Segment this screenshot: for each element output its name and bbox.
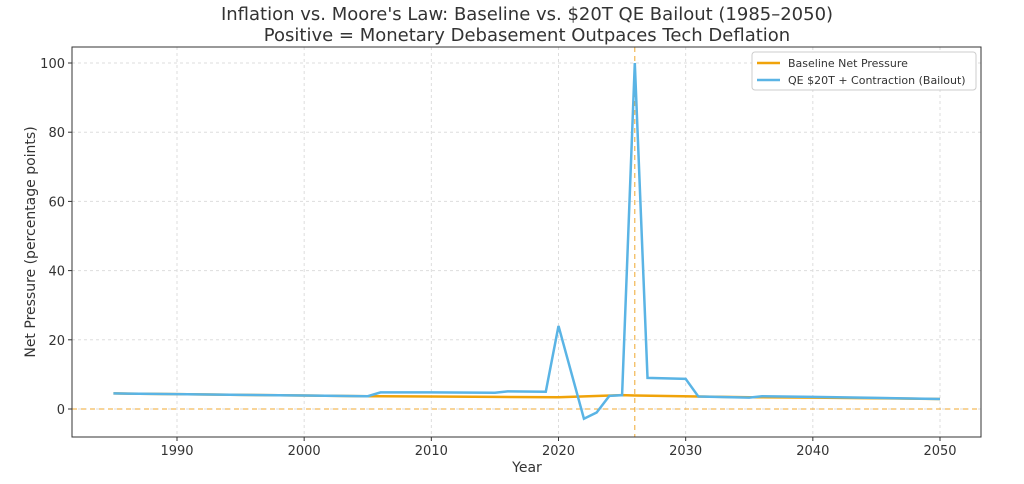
x-tick-label: 2030 (669, 444, 702, 459)
y-tick-label: 20 (48, 334, 65, 349)
chart-subtitle: Positive = Monetary Debasement Outpaces … (264, 25, 790, 46)
y-axis-label: Net Pressure (percentage points) (23, 126, 39, 357)
x-tick-label: 2040 (796, 444, 829, 459)
x-tick-label: 2050 (923, 444, 956, 459)
plot-frame (71, 46, 982, 438)
y-tick-label: 0 (57, 403, 65, 418)
chart-title: Inflation vs. Moore's Law: Baseline vs. … (221, 4, 833, 25)
y-tick-label: 80 (48, 126, 65, 141)
x-tick-label: 2000 (288, 444, 321, 459)
y-tick-label: 100 (40, 57, 65, 72)
legend-label: QE $20T + Contraction (Bailout) (788, 74, 966, 87)
y-tick-label: 40 (48, 265, 65, 280)
legend-box (751, 51, 977, 91)
y-tick-label: 60 (48, 195, 65, 210)
series-line-1 (113, 62, 941, 421)
x-tick-label: 1990 (160, 444, 193, 459)
x-tick-label: 2010 (415, 444, 448, 459)
legend-label: Baseline Net Pressure (788, 57, 908, 70)
x-tick-label: 2020 (542, 444, 575, 459)
x-axis-label: Year (511, 460, 542, 476)
